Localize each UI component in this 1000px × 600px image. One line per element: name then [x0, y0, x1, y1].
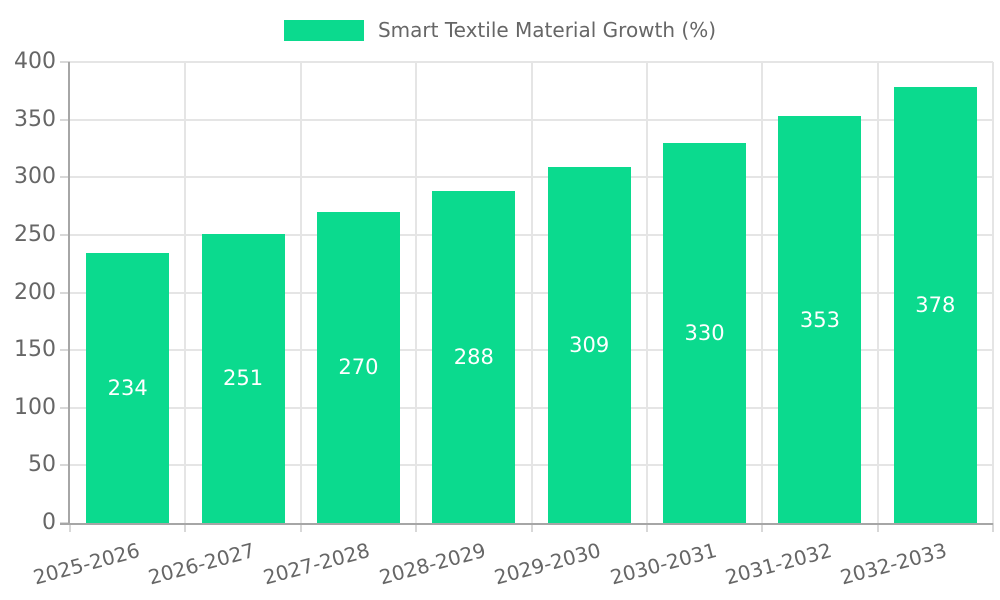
bar-value-label: 353: [799, 307, 840, 332]
gridline-vertical: [876, 62, 879, 523]
x-axis-label: 2030-2031: [607, 538, 719, 590]
bar[interactable]: 251: [201, 233, 285, 523]
x-axis-tick: [530, 523, 533, 532]
x-axis-label: 2029-2030: [491, 538, 604, 590]
legend-label: Smart Textile Material Growth (%): [377, 18, 717, 42]
x-axis-tick: [184, 523, 187, 532]
y-axis-tick: [60, 464, 70, 467]
bar-value-label: 309: [569, 332, 610, 357]
bar[interactable]: 234: [86, 253, 170, 523]
y-axis-tick: [60, 291, 70, 294]
y-axis-tick: [60, 233, 70, 236]
gridline-vertical: [184, 62, 187, 523]
y-axis-label: 250: [14, 221, 56, 247]
y-axis-tick: [60, 118, 70, 121]
gridline-vertical: [645, 62, 648, 523]
bar-value-label: 330: [684, 320, 725, 345]
legend-swatch: [283, 19, 364, 41]
gridline-vertical: [761, 62, 764, 523]
bar[interactable]: 353: [778, 116, 862, 523]
y-axis-tick: [60, 349, 70, 352]
y-axis-label: 300: [14, 164, 56, 190]
y-axis-label: 50: [28, 452, 56, 478]
y-axis-label: 150: [14, 337, 56, 363]
gridline-vertical: [299, 62, 302, 523]
bar-value-label: 270: [338, 355, 379, 380]
y-axis-tick: [60, 406, 70, 409]
y-axis-tick: [60, 61, 70, 63]
bar[interactable]: 288: [432, 191, 516, 523]
x-axis-label: 2027-2028: [261, 538, 373, 590]
x-axis-label: 2032-2033: [838, 538, 950, 590]
legend[interactable]: Smart Textile Material Growth (%): [0, 14, 1000, 46]
x-axis-tick: [876, 523, 879, 532]
y-axis-label: 100: [14, 394, 56, 420]
y-axis-label: 350: [14, 106, 56, 132]
x-axis-label: 2031-2032: [722, 538, 835, 590]
y-axis-label: 200: [14, 279, 56, 305]
x-axis-label: 2026-2027: [145, 538, 258, 590]
x-axis-tick: [415, 523, 418, 532]
y-axis-label: 400: [14, 49, 56, 74]
x-axis-line: [60, 523, 993, 525]
y-axis-line: [68, 62, 70, 525]
x-axis-label: 2025-2026: [30, 538, 142, 590]
gridline-vertical: [992, 62, 994, 523]
x-axis-tick: [761, 523, 764, 532]
bar-value-label: 288: [453, 345, 494, 370]
gridline-vertical: [415, 62, 418, 523]
y-axis-label: 0: [42, 510, 56, 535]
gridline-vertical: [530, 62, 533, 523]
x-axis-tick: [992, 523, 994, 532]
x-axis-tick: [299, 523, 302, 532]
bar[interactable]: 270: [316, 211, 400, 523]
bar-value-label: 378: [915, 293, 956, 318]
bar-value-label: 251: [223, 366, 264, 391]
x-axis-tick: [69, 523, 71, 532]
y-axis-tick: [60, 176, 70, 179]
x-axis-tick: [645, 523, 648, 532]
bar[interactable]: 309: [547, 166, 631, 523]
bar[interactable]: 330: [663, 142, 747, 523]
x-axis-label: 2028-2029: [376, 538, 489, 590]
bar[interactable]: 378: [893, 87, 977, 523]
bar-value-label: 234: [107, 376, 148, 401]
